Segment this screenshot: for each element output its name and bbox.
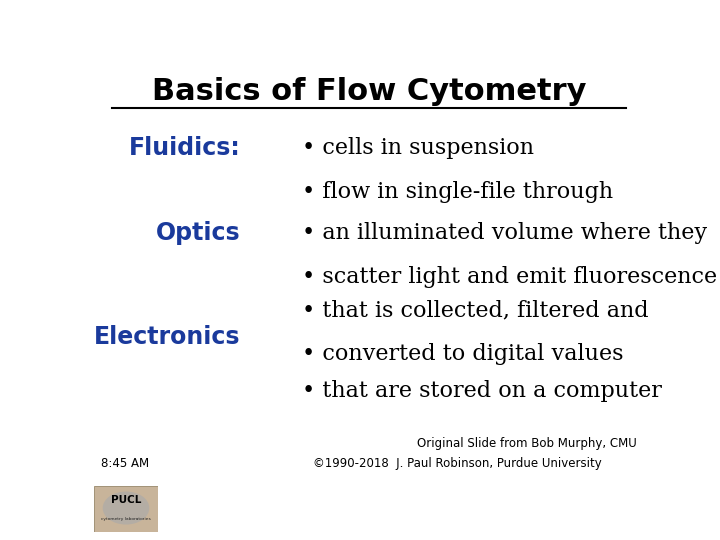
Text: Original Slide from Bob Murphy, CMU: Original Slide from Bob Murphy, CMU xyxy=(417,437,637,450)
Text: • scatter light and emit fluorescence: • scatter light and emit fluorescence xyxy=(302,266,717,288)
Text: • converted to digital values: • converted to digital values xyxy=(302,343,624,365)
Text: cytometry laboratories: cytometry laboratories xyxy=(101,517,151,521)
Text: Electronics: Electronics xyxy=(94,325,240,349)
Text: ©1990-2018  J. Paul Robinson, Purdue University: ©1990-2018 J. Paul Robinson, Purdue Univ… xyxy=(313,457,602,470)
Text: • flow in single-file through: • flow in single-file through xyxy=(302,180,613,202)
FancyBboxPatch shape xyxy=(94,486,158,532)
Text: Basics of Flow Cytometry: Basics of Flow Cytometry xyxy=(152,77,586,106)
Text: • that is collected, filtered and: • that is collected, filtered and xyxy=(302,299,649,321)
Text: • that are stored on a computer: • that are stored on a computer xyxy=(302,380,662,402)
Text: • an illuminated volume where they: • an illuminated volume where they xyxy=(302,222,707,244)
Text: 8:45 AM: 8:45 AM xyxy=(101,457,149,470)
Text: Fluidics:: Fluidics: xyxy=(129,136,240,160)
Ellipse shape xyxy=(103,491,149,524)
Text: • cells in suspension: • cells in suspension xyxy=(302,137,534,159)
Text: PUCL: PUCL xyxy=(111,495,141,505)
Text: Optics: Optics xyxy=(156,221,240,245)
